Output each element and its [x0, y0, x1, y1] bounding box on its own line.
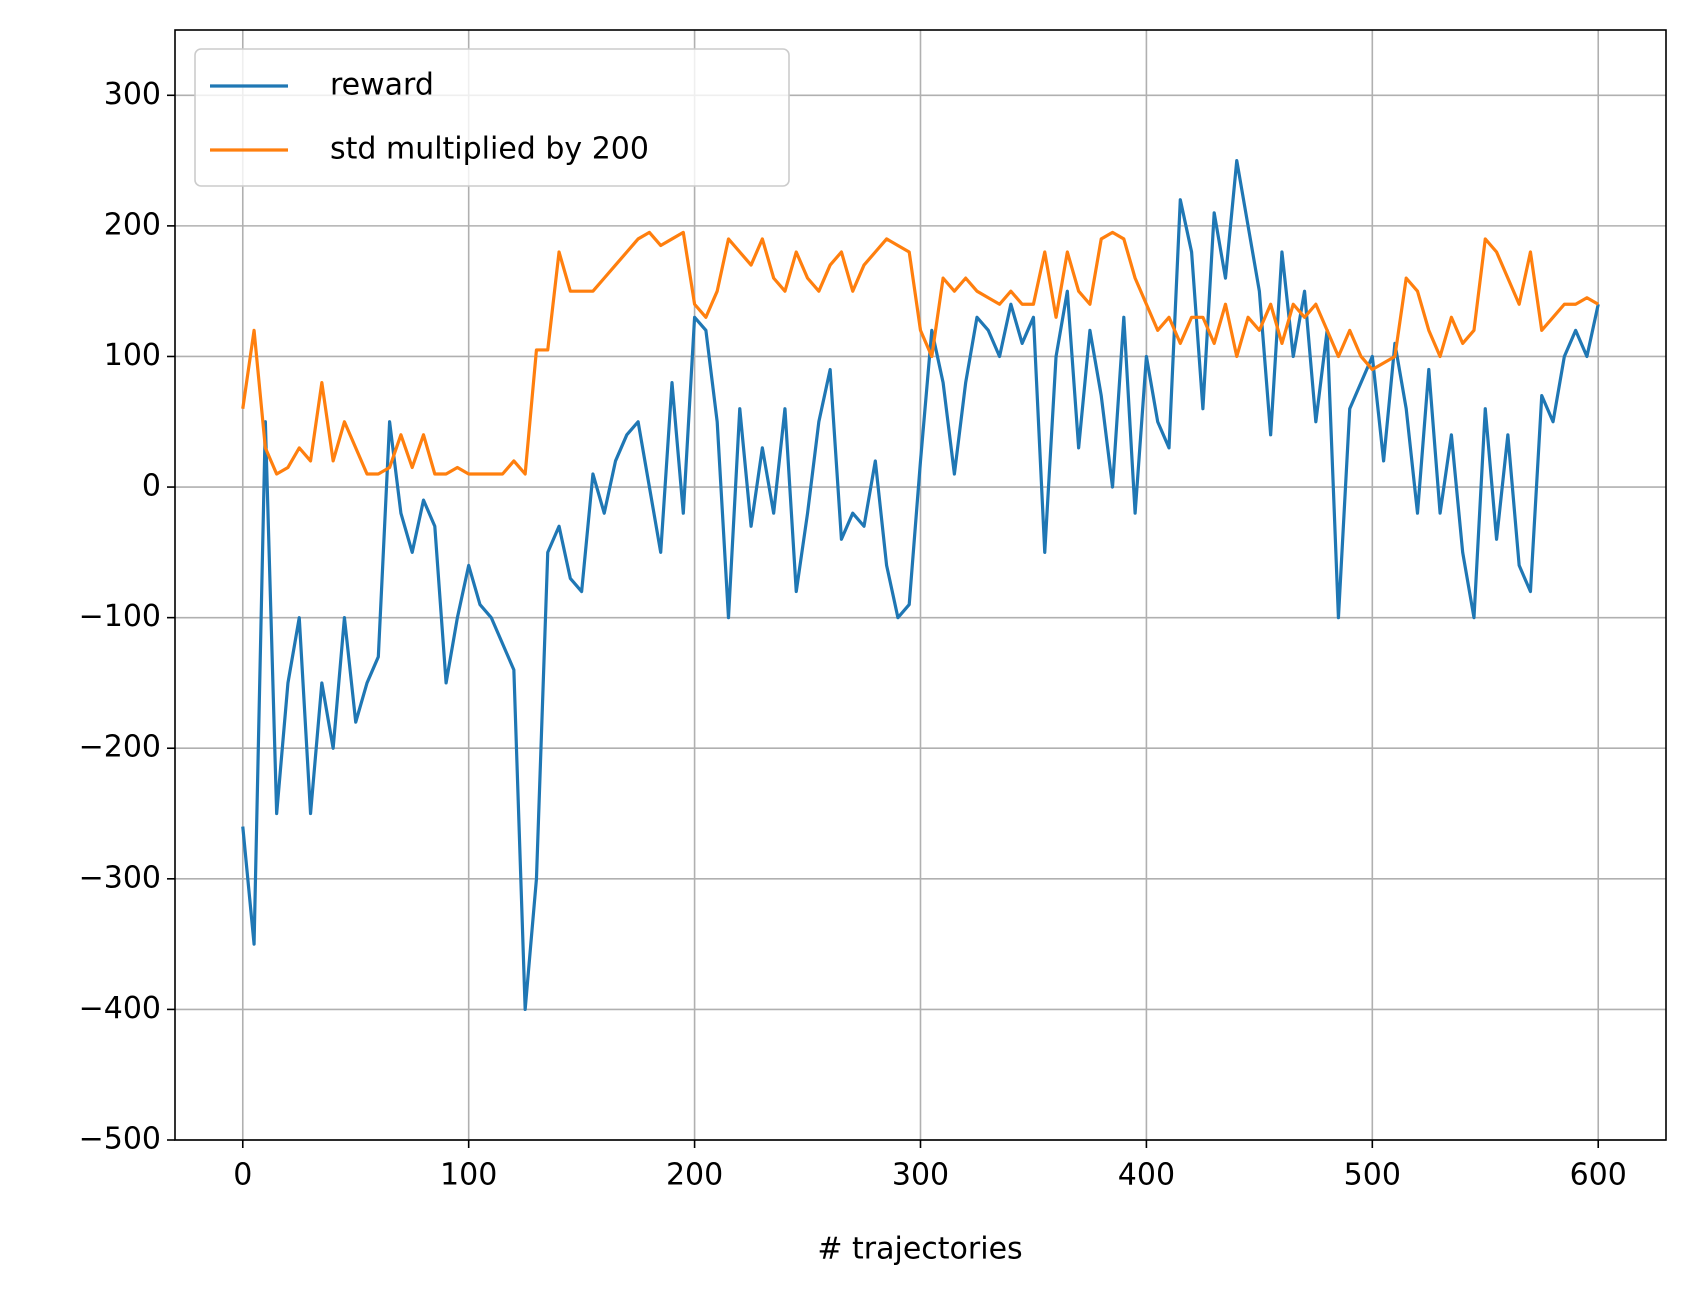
y-tick-label: 200	[104, 207, 161, 242]
x-tick-label: 0	[233, 1158, 252, 1193]
y-tick-label: 0	[142, 469, 161, 504]
y-tick-label: −300	[79, 860, 161, 895]
legend: reward std multiplied by 200	[194, 48, 790, 187]
y-tick-label: −400	[79, 991, 161, 1026]
legend-label: std multiplied by 200	[330, 132, 649, 167]
y-tick-label: −500	[79, 1122, 161, 1157]
y-tick-label: −100	[79, 599, 161, 634]
y-tick-label: 300	[104, 77, 161, 112]
series-line	[241, 158, 1600, 1012]
x-tick-label: 600	[1570, 1158, 1627, 1193]
legend-box	[194, 48, 790, 187]
x-tick-label: 300	[892, 1158, 949, 1193]
ticks: 0 100 200 300 400 500 600 −500 −400 −300 −200 −100 0…	[79, 77, 1627, 1193]
y-tick-label: −200	[79, 730, 161, 765]
x-tick-label: 400	[1118, 1158, 1175, 1193]
x-axis-label: # trajectories	[817, 1232, 1022, 1267]
y-tick-label: 100	[104, 338, 161, 373]
grid	[175, 30, 1666, 1141]
x-tick-label: 100	[440, 1158, 497, 1193]
series-line	[241, 230, 1600, 476]
plot-lines	[241, 158, 1600, 1012]
x-tick-label: 200	[666, 1158, 723, 1193]
legend-label: reward	[330, 68, 434, 103]
x-tick-label: 500	[1344, 1158, 1401, 1193]
